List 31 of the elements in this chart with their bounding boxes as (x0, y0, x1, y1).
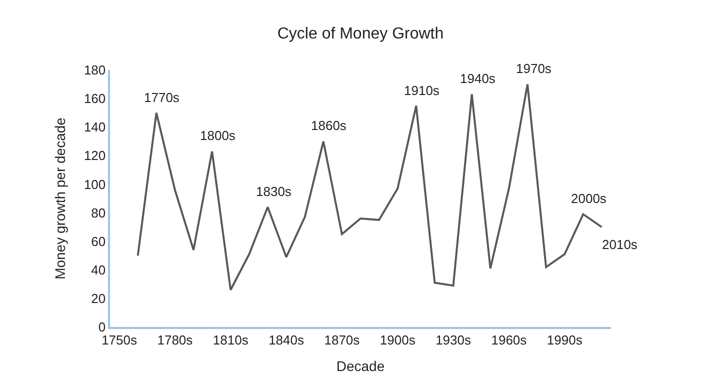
annotation: 2000s (571, 191, 607, 206)
y-tick-label: 0 (98, 320, 106, 335)
x-axis-title: Decade (336, 358, 385, 374)
annotation: 1800s (200, 128, 236, 143)
annotation: 1770s (144, 90, 180, 105)
annotation: 1940s (460, 71, 496, 86)
y-tick-label: 80 (91, 205, 106, 220)
x-tick-label: 1990s (546, 332, 583, 348)
x-tick-label: 1780s (157, 332, 194, 348)
x-tick-label: 1870s (324, 332, 360, 348)
y-axis-title: Money growth per decade (52, 117, 68, 280)
x-tick-label: 1900s (380, 332, 416, 348)
y-tick-label: 40 (91, 262, 106, 278)
annotation: 2010s (602, 237, 638, 252)
y-tick-label: 180 (84, 62, 106, 78)
x-tick-label: 1840s (268, 332, 304, 348)
annotation: 1860s (311, 118, 347, 133)
annotation: 1910s (404, 83, 440, 98)
y-tick-label: 20 (91, 290, 106, 306)
y-tick-label: 140 (84, 120, 106, 135)
y-tick-label: 120 (84, 148, 106, 164)
y-tick-label: 160 (84, 91, 106, 106)
annotation: 1830s (256, 184, 292, 199)
annotation: 1970s (516, 61, 552, 76)
y-tick-label: 60 (91, 234, 106, 249)
x-tick-label: 1810s (212, 332, 249, 348)
chart-title: Cycle of Money Growth (277, 25, 444, 42)
x-tick-label: 1930s (436, 332, 472, 348)
x-tick-label: 1960s (491, 332, 528, 348)
y-tick-label: 100 (84, 176, 106, 192)
x-tick-label: 1750s (102, 332, 138, 348)
